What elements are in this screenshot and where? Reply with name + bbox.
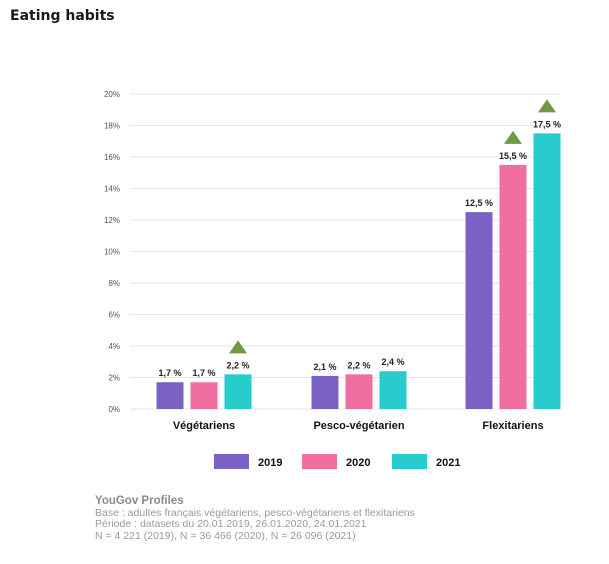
bar (345, 374, 373, 409)
page-title: Eating habits (10, 8, 115, 24)
footer-brand: YouGov Profiles (95, 495, 184, 507)
y-tick-label: 18% (104, 122, 120, 131)
y-tick-label: 10% (104, 248, 120, 257)
y-tick-label: 16% (104, 153, 120, 162)
bar (465, 212, 493, 409)
y-tick-label: 6% (108, 311, 120, 320)
y-tick-label: 8% (108, 279, 120, 288)
legend-label: 2021 (436, 457, 460, 469)
footer-line-period: Période : datasets du 20.01.2019, 26.01.… (95, 518, 367, 530)
legend-swatch (392, 454, 427, 469)
bar (379, 371, 407, 409)
x-tick-label: Pesco-végétarien (313, 420, 404, 432)
data-label: 1,7 % (158, 368, 181, 378)
bar (533, 133, 561, 409)
y-tick-label: 12% (104, 216, 120, 225)
data-label: 17,5 % (533, 119, 561, 129)
y-tick-label: 20% (104, 90, 120, 99)
bar (224, 374, 252, 409)
legend-swatch (214, 454, 249, 469)
data-label: 1,7 % (192, 368, 215, 378)
footer-line-sample: N = 4 221 (2019), N = 36 466 (2020), N =… (95, 529, 356, 542)
y-tick-label: 0% (108, 405, 120, 414)
increase-triangle-icon (538, 99, 556, 113)
data-label: 2,2 % (226, 360, 249, 370)
x-tick-label: Végétariens (173, 420, 235, 432)
bar-chart: 0% 2% 4% 6% 8% 10% 12% 14% 16% 18% 20% 1,7 % 1,7 % 2,… (104, 90, 561, 469)
increase-triangle-icon (229, 340, 247, 354)
bar (156, 382, 184, 409)
data-label: 2,1 % (313, 362, 336, 372)
x-tick-label: Flexitariens (482, 420, 543, 432)
y-tick-label: 2% (108, 374, 120, 383)
legend-swatch (302, 454, 337, 469)
bar (190, 382, 218, 409)
data-label: 2,2 % (347, 360, 370, 370)
data-label: 15,5 % (499, 151, 527, 161)
data-label: 12,5 % (465, 198, 493, 208)
chart-footer: YouGov Profiles Base : adultes français … (95, 495, 415, 542)
increase-triangle-icon (504, 130, 522, 144)
y-tick-label: 4% (108, 342, 120, 351)
data-label: 2,4 % (381, 357, 404, 367)
footer-line-base: Base : adultes français végétariens, pes… (95, 506, 415, 519)
bar (311, 375, 339, 409)
bar (499, 164, 527, 409)
legend-label: 2019 (258, 457, 282, 469)
y-tick-label: 14% (104, 185, 120, 194)
legend-label: 2020 (346, 457, 370, 469)
